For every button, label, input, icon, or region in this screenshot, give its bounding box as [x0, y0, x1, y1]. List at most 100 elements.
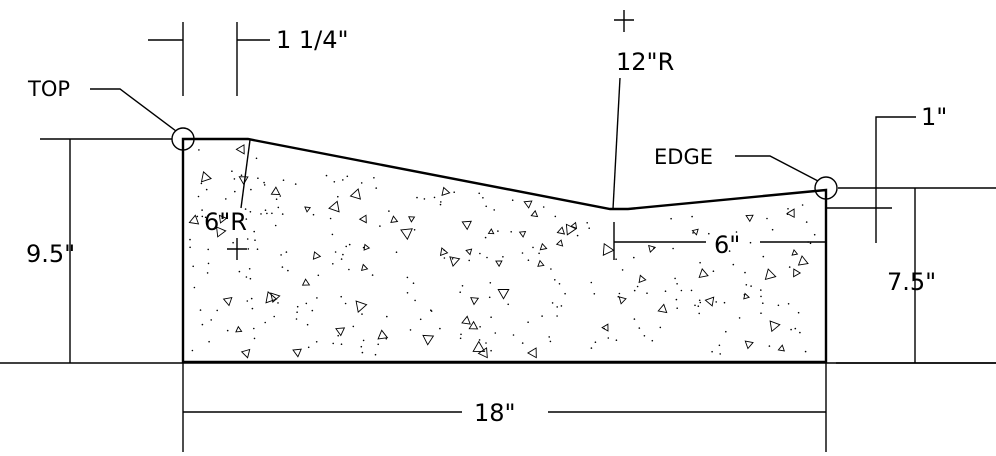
aggregate-sand: [388, 210, 390, 212]
aggregate-sand: [317, 274, 320, 277]
aggregate-sand: [502, 255, 504, 258]
aggregate-sand: [744, 271, 746, 274]
aggregate-sand: [225, 198, 227, 200]
aggregate-sand: [718, 344, 721, 347]
aggregate-sand: [208, 340, 210, 343]
aggregate-sand: [556, 315, 558, 317]
aggregate-sand: [386, 315, 388, 318]
aggregate-sand: [621, 269, 624, 271]
aggregate-sand: [342, 179, 344, 181]
aggregate-stone: [570, 221, 578, 230]
aggregate-sand: [249, 277, 252, 280]
aggregate-sand: [264, 209, 267, 211]
aggregate-sand: [618, 292, 621, 295]
aggregate-sand: [478, 339, 481, 341]
aggregate-stone: [769, 320, 781, 333]
drop-text: 1": [921, 103, 947, 131]
aggregate-sand: [723, 301, 726, 304]
aggregate-sand: [340, 295, 343, 298]
aggregate-sand: [205, 188, 208, 191]
aggregate-sand: [554, 279, 556, 281]
aggregate-sand: [325, 174, 328, 177]
aggregate-stone: [265, 291, 278, 304]
aggregate-sand: [554, 215, 557, 218]
aggregate-sand: [732, 263, 735, 266]
aggregate-sand: [196, 215, 199, 218]
aggregate-stone: [618, 296, 627, 305]
aggregate-sand: [594, 341, 597, 344]
radius-large-leader: [612, 77, 621, 210]
aggregate-stone: [240, 348, 251, 359]
aggregate-sand: [801, 204, 804, 206]
aggregate-sand: [461, 285, 464, 287]
aggregate-sand: [295, 318, 298, 320]
aggregate-sand: [247, 248, 250, 250]
aggregate-sand: [192, 265, 194, 268]
aggregate-stone: [648, 244, 657, 253]
aggregate-stone: [449, 256, 461, 267]
aggregate-sand: [337, 195, 339, 198]
aggregate-sand: [494, 332, 497, 334]
aggregate-sand: [786, 213, 789, 215]
aggregate-sand: [248, 268, 251, 270]
aggregate-sand: [312, 213, 315, 216]
aggregate-sand: [735, 231, 738, 233]
aggregate-stone: [477, 347, 488, 359]
aggregate-sand: [675, 298, 678, 301]
aggregate-stone: [777, 344, 785, 352]
aggregate-sand: [433, 196, 436, 199]
aggregate-sand: [787, 303, 790, 305]
aggregate-sand: [490, 349, 492, 352]
aggregate-sand: [245, 218, 248, 220]
aggregate-sand: [708, 232, 710, 235]
aggregate-sand: [279, 195, 282, 197]
radius-large-text: 12"R: [616, 48, 674, 76]
aggregate-sand: [240, 174, 243, 176]
aggregate-stone: [355, 300, 368, 313]
aggregate-sand: [699, 301, 702, 304]
aggregate-sand: [728, 250, 731, 252]
aggregate-sand: [485, 205, 488, 208]
aggregate-sand: [255, 157, 258, 160]
top-label: TOP: [27, 77, 70, 101]
aggregate-sand: [443, 249, 446, 252]
width-text: 18": [474, 399, 516, 427]
aggregate-sand: [590, 347, 593, 349]
aggregate-sand: [593, 293, 596, 295]
aggregate-sand: [511, 199, 514, 201]
aggregate-stone: [793, 268, 802, 278]
aggregate-stone: [200, 171, 212, 183]
aggregate-stone: [408, 216, 416, 223]
aggregate-stone: [530, 209, 539, 218]
aggregate-sand: [633, 289, 636, 292]
aggregate-sand: [238, 270, 241, 273]
aggregate-sand: [794, 327, 797, 330]
aggregate-stone: [461, 315, 471, 325]
aggregate-sand: [799, 331, 801, 334]
aggregate-sand: [804, 350, 807, 353]
aggregate-sand: [331, 233, 334, 236]
aggregate-sand: [760, 289, 762, 291]
aggregate-sand: [738, 317, 741, 319]
aggregate-sand: [414, 299, 416, 302]
aggregate-stone: [698, 268, 709, 278]
aggregate-stone: [218, 214, 228, 224]
aggregate-sand: [226, 329, 229, 332]
aggregate-sand: [254, 239, 256, 241]
aggregate-sand: [277, 302, 279, 304]
aggregate-sand: [249, 211, 252, 213]
aggregate-sand: [260, 213, 262, 215]
aggregate-sand: [698, 299, 701, 302]
aggregate-sand: [560, 305, 563, 307]
aggregate-sand: [232, 241, 234, 244]
aggregate-sand: [273, 315, 276, 318]
aggregate-sand: [191, 349, 194, 352]
aggregate-sand: [385, 337, 388, 340]
aggregate-sand: [348, 243, 351, 246]
aggregate-sand: [805, 221, 808, 223]
aggregate-sand: [510, 231, 512, 233]
aggregate-sand: [216, 309, 218, 312]
aggregate-sand: [691, 215, 693, 218]
aggregate-stone: [390, 215, 399, 224]
aggregate-sand: [256, 248, 259, 250]
